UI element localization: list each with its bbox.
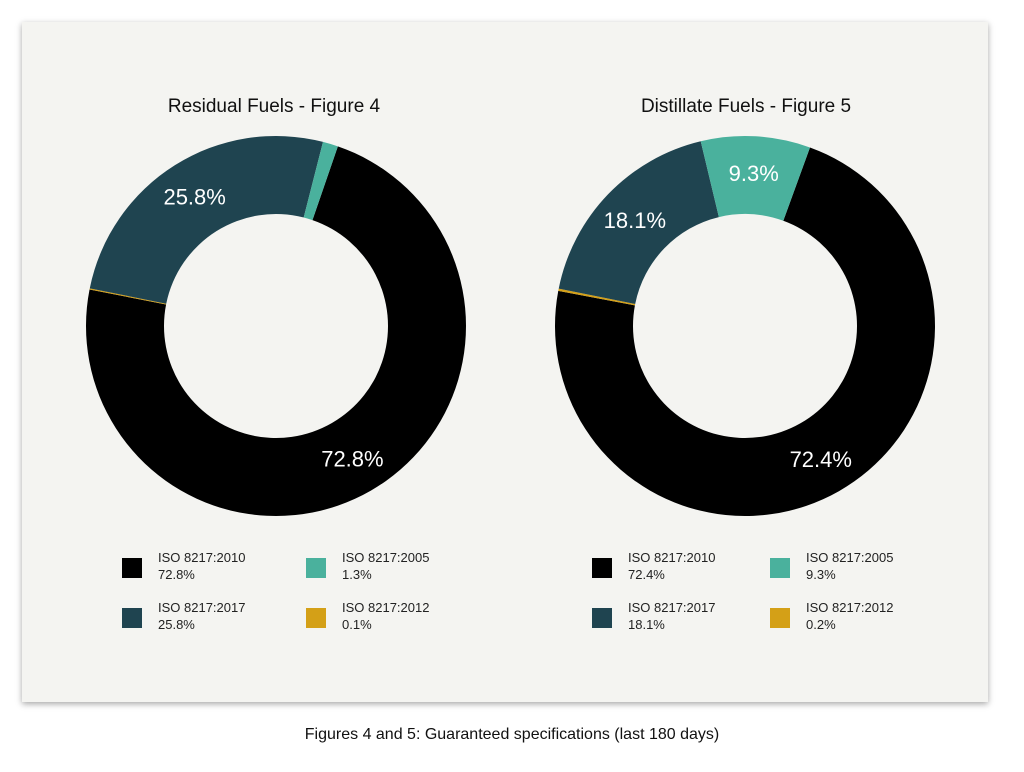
donut-slice-iso-8217-2005 bbox=[303, 141, 338, 221]
chart-title-residual-fuels: Residual Fuels - Figure 4 bbox=[167, 96, 381, 117]
slice-data-label: 9.3% bbox=[729, 161, 779, 186]
donut-slice-iso-8217-2017 bbox=[89, 136, 323, 304]
legend-swatch bbox=[122, 558, 142, 578]
legend-label: ISO 8217:2010 bbox=[628, 550, 716, 565]
legend-swatch bbox=[770, 558, 790, 578]
legend-swatch bbox=[592, 608, 612, 628]
legend-distillate-fuels: ISO 8217:2010 72.4% ISO 8217:2005 9.3% I… bbox=[592, 548, 972, 658]
legend-item: ISO 8217:2010 72.4% bbox=[592, 548, 772, 588]
donut-chart-distillate-fuels: 72.4% 18.1% 9.3% bbox=[555, 136, 935, 516]
slice-data-label: 25.8% bbox=[163, 184, 225, 209]
legend-label: ISO 8217:2005 bbox=[342, 550, 430, 565]
donut-slice-iso-8217-2012 bbox=[89, 288, 167, 305]
legend-value: 72.4% bbox=[628, 567, 665, 582]
legend-label: ISO 8217:2012 bbox=[806, 600, 894, 615]
legend-value: 25.8% bbox=[158, 617, 195, 632]
legend-value: 72.8% bbox=[158, 567, 195, 582]
legend-item: ISO 8217:2017 25.8% bbox=[122, 598, 302, 638]
legend-swatch bbox=[122, 608, 142, 628]
figure-panel bbox=[22, 22, 988, 702]
legend-item: ISO 8217:2017 18.1% bbox=[592, 598, 772, 638]
slice-data-label: 72.4% bbox=[790, 447, 852, 472]
legend-swatch bbox=[592, 558, 612, 578]
legend-item: ISO 8217:2005 1.3% bbox=[306, 548, 486, 588]
legend-value: 18.1% bbox=[628, 617, 665, 632]
legend-value: 0.1% bbox=[342, 617, 372, 632]
legend-label: ISO 8217:2012 bbox=[342, 600, 430, 615]
legend-item: ISO 8217:2012 0.2% bbox=[770, 598, 950, 638]
donut-slice-iso-8217-2010 bbox=[85, 146, 466, 516]
legend-value: 0.2% bbox=[806, 617, 836, 632]
legend-residual-fuels: ISO 8217:2010 72.8% ISO 8217:2005 1.3% I… bbox=[122, 548, 502, 658]
legend-item: ISO 8217:2012 0.1% bbox=[306, 598, 486, 638]
legend-label: ISO 8217:2017 bbox=[158, 600, 246, 615]
legend-label: ISO 8217:2005 bbox=[806, 550, 894, 565]
legend-swatch bbox=[770, 608, 790, 628]
donut-slice-iso-8217-2005 bbox=[700, 136, 810, 221]
legend-swatch bbox=[306, 608, 326, 628]
donut-slice-iso-8217-2010 bbox=[555, 147, 935, 516]
legend-item: ISO 8217:2010 72.8% bbox=[122, 548, 302, 588]
chart-title-distillate-fuels: Distillate Fuels - Figure 5 bbox=[640, 96, 852, 117]
donut-slice-iso-8217-2017 bbox=[558, 141, 719, 304]
slice-data-label: 18.1% bbox=[604, 208, 666, 233]
figure-caption: Figures 4 and 5: Guaranteed specificatio… bbox=[304, 726, 720, 743]
donut-chart-residual-fuels: 72.8% 25.8% bbox=[85, 136, 466, 516]
legend-swatch bbox=[306, 558, 326, 578]
legend-value: 9.3% bbox=[806, 567, 836, 582]
legend-label: ISO 8217:2017 bbox=[628, 600, 716, 615]
legend-value: 1.3% bbox=[342, 567, 372, 582]
legend-label: ISO 8217:2010 bbox=[158, 550, 246, 565]
slice-data-label: 72.8% bbox=[321, 447, 383, 472]
legend-item: ISO 8217:2005 9.3% bbox=[770, 548, 950, 588]
donut-slice-iso-8217-2012 bbox=[558, 288, 636, 306]
